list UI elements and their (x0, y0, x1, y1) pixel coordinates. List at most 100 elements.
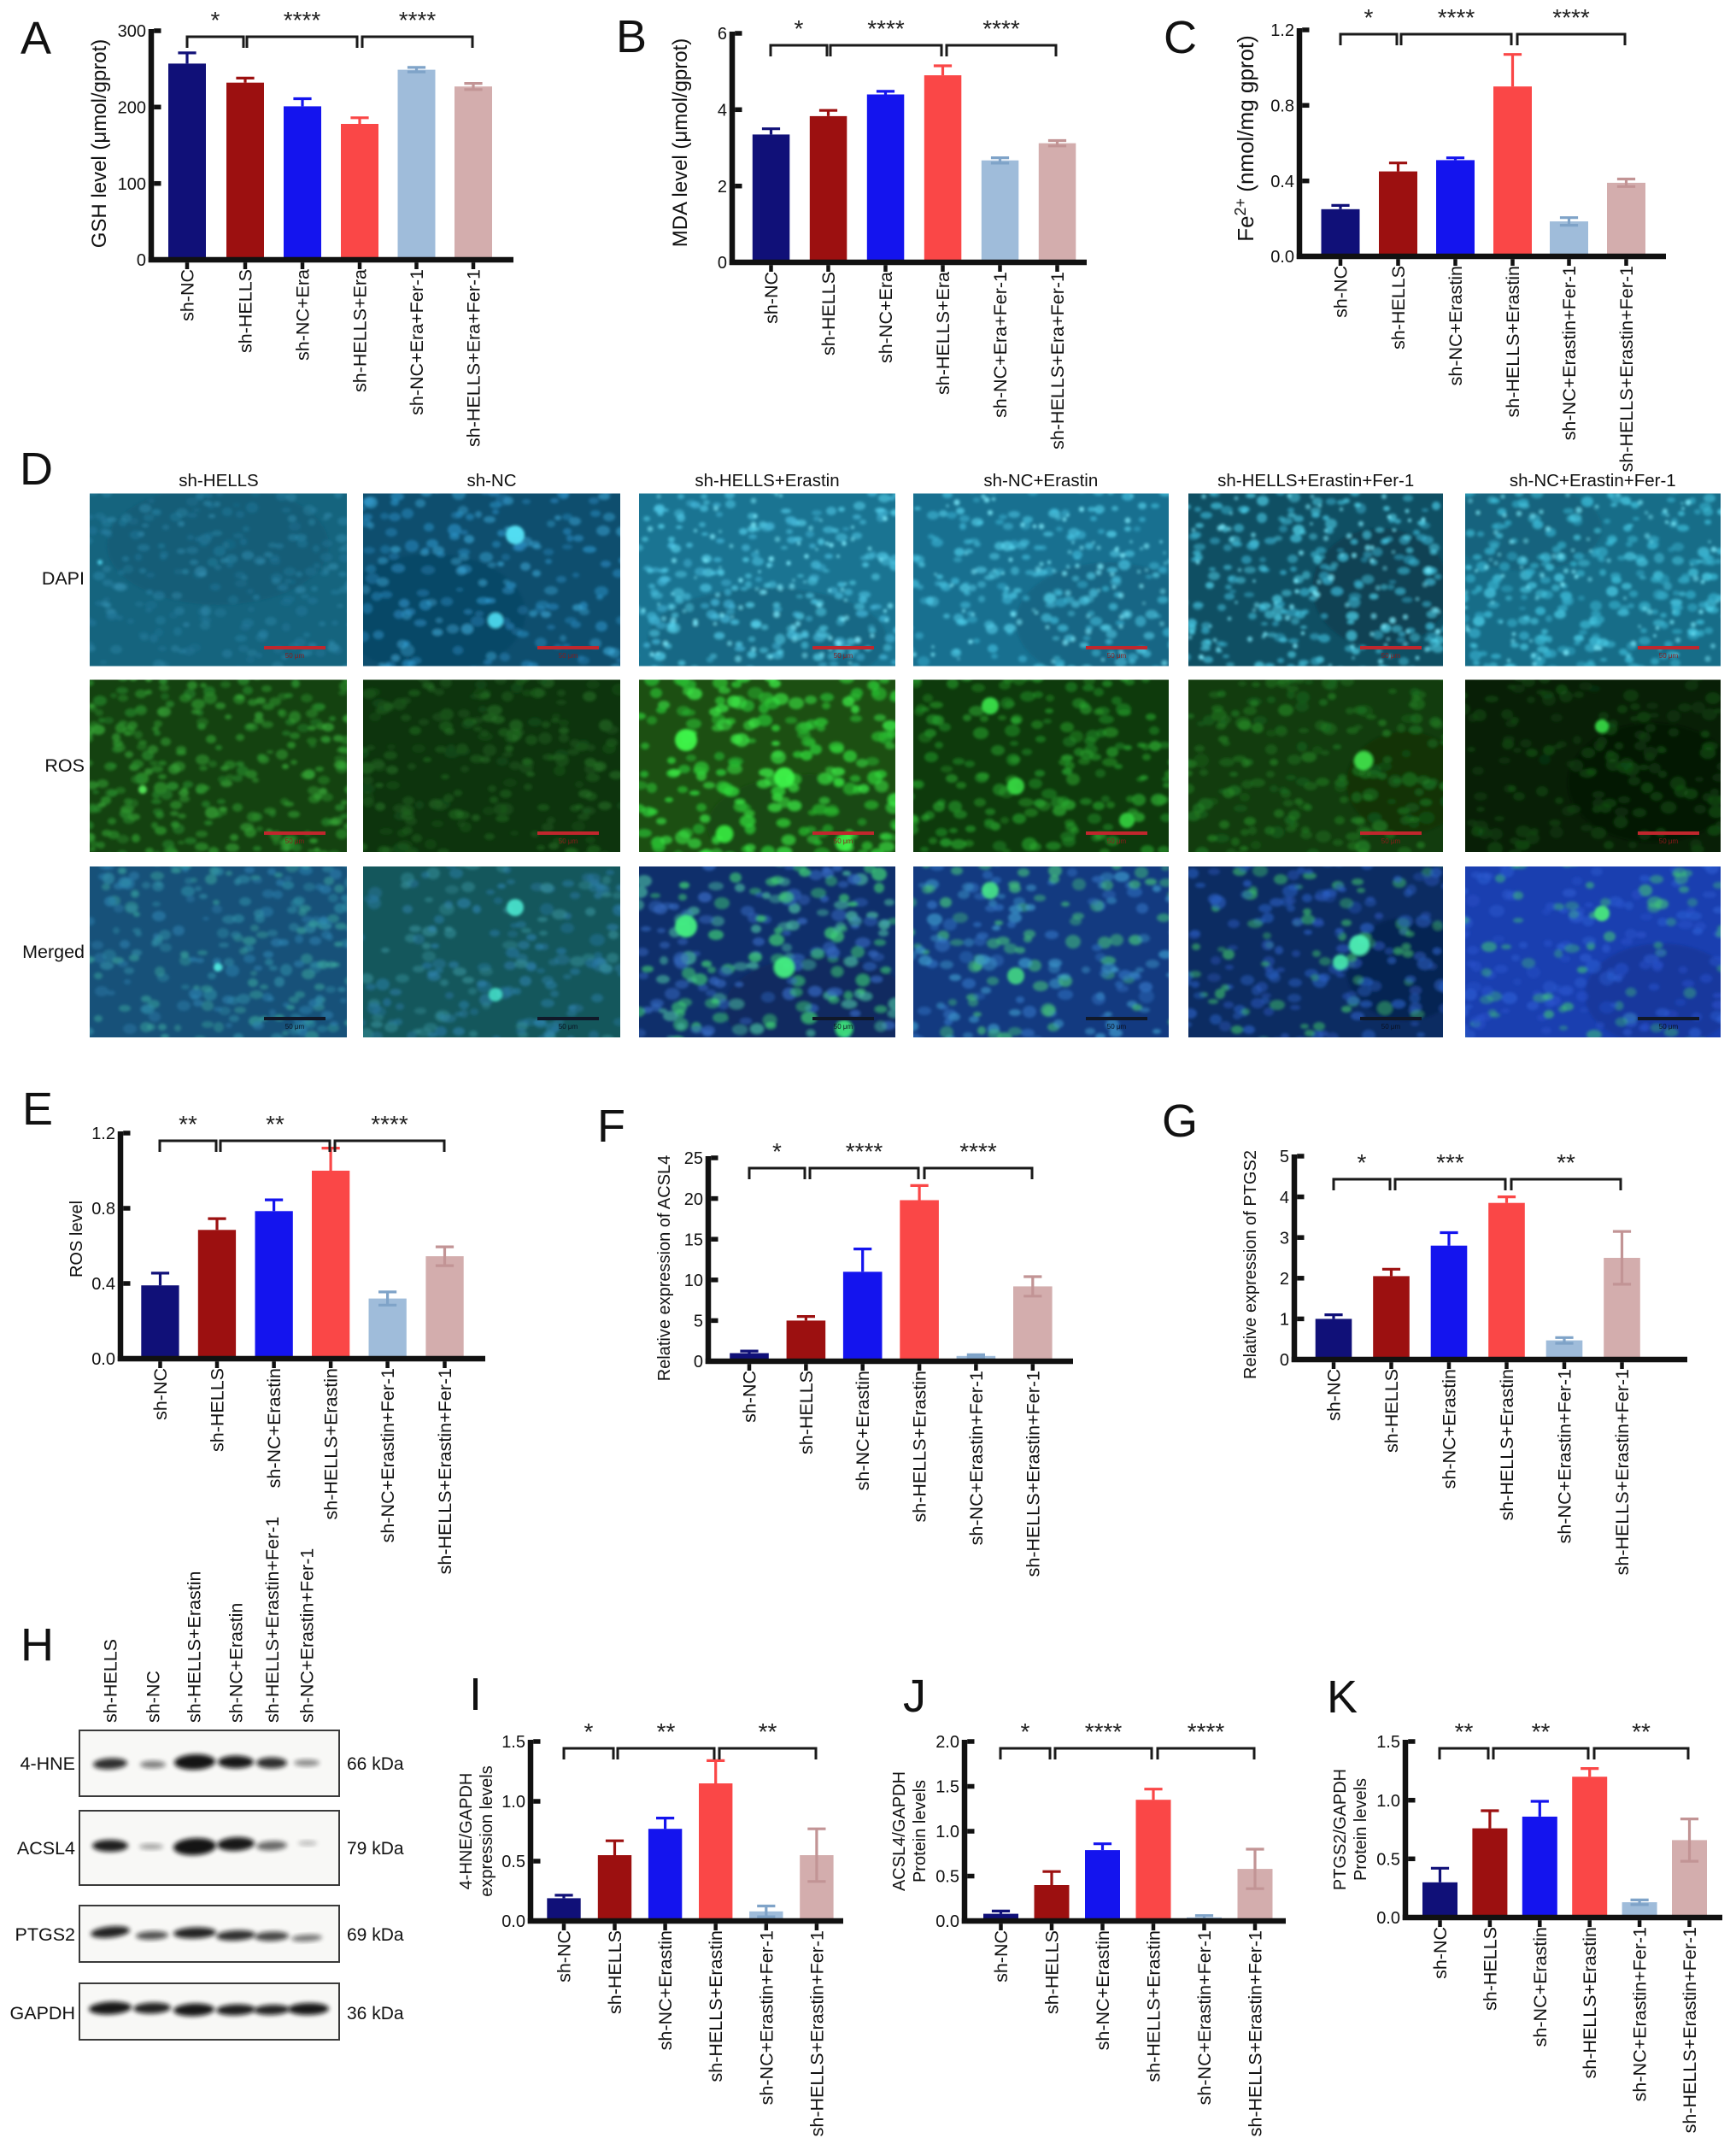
svg-text:sh-HELLS: sh-HELLS (1480, 1927, 1500, 2011)
svg-text:0.0: 0.0 (935, 1912, 959, 1931)
svg-text:sh-NC: sh-NC (1430, 1927, 1451, 1979)
svg-text:50 μm: 50 μm (1381, 652, 1401, 660)
svg-text:*: * (584, 1718, 594, 1745)
svg-text:*: * (772, 1138, 782, 1165)
svg-text:sh-NC+Erastin+Fer-1: sh-NC+Erastin+Fer-1 (966, 1371, 987, 1545)
svg-text:F: F (597, 1101, 625, 1152)
svg-text:ROS level: ROS level (67, 1201, 86, 1278)
svg-text:sh-HELLS: sh-HELLS (1042, 1930, 1063, 2014)
svg-text:**: ** (179, 1111, 197, 1137)
svg-text:200: 200 (118, 99, 146, 118)
svg-text:Merged: Merged (22, 942, 85, 962)
svg-text:sh-HELLS: sh-HELLS (236, 269, 256, 353)
svg-text:I: I (469, 1669, 482, 1720)
svg-text:4-HNE: 4-HNE (20, 1753, 75, 1774)
svg-text:****: **** (284, 7, 321, 33)
svg-text:sh-NC: sh-NC (991, 1930, 1012, 1982)
svg-text:sh-HELLS+Erastin: sh-HELLS+Erastin (1503, 266, 1523, 417)
svg-text:PTGS2: PTGS2 (15, 1924, 76, 1945)
svg-text:15: 15 (684, 1231, 703, 1249)
svg-text:1.2: 1.2 (1270, 21, 1294, 40)
svg-text:sh-HELLS: sh-HELLS (101, 1639, 121, 1723)
svg-text:2: 2 (1280, 1270, 1289, 1289)
svg-text:50 μm: 50 μm (1107, 652, 1127, 660)
svg-text:sh-NC+Era: sh-NC+Era (876, 272, 896, 363)
svg-text:0.0: 0.0 (1270, 248, 1294, 267)
svg-text:50 μm: 50 μm (559, 1023, 578, 1031)
svg-text:sh-NC+Erastin: sh-NC+Erastin (1446, 266, 1466, 385)
svg-text:sh-HELLS: sh-HELLS (796, 1371, 817, 1454)
svg-text:50 μm: 50 μm (285, 652, 305, 660)
svg-text:50 μm: 50 μm (834, 1023, 853, 1031)
svg-text:sh-HELLS+Erastin+Fer-1: sh-HELLS+Erastin+Fer-1 (262, 1517, 283, 1723)
svg-text:4-HNE/GAPDH: 4-HNE/GAPDH (457, 1773, 476, 1890)
svg-text:sh-HELLS+Era: sh-HELLS+Era (933, 272, 953, 395)
svg-text:*: * (1021, 1718, 1030, 1745)
svg-text:50 μm: 50 μm (285, 837, 305, 845)
svg-text:5: 5 (694, 1313, 703, 1331)
svg-text:***: *** (1436, 1149, 1464, 1176)
svg-text:G: G (1162, 1095, 1198, 1147)
svg-text:sh-NC: sh-NC (1324, 1369, 1345, 1421)
svg-text:Protein levels: Protein levels (1352, 1778, 1370, 1881)
svg-text:sh-NC+Era+Fer-1: sh-NC+Era+Fer-1 (407, 269, 427, 415)
svg-text:sh-HELLS+Erastin: sh-HELLS+Erastin (185, 1571, 205, 1723)
svg-text:sh-NC: sh-NC (740, 1371, 760, 1423)
svg-text:36 kDa: 36 kDa (347, 2004, 404, 2023)
svg-text:1: 1 (1280, 1311, 1289, 1330)
svg-text:sh-HELLS: sh-HELLS (208, 1368, 228, 1452)
svg-text:0: 0 (718, 254, 727, 273)
svg-text:sh-HELLS+Erastin+Fer-1: sh-HELLS+Erastin+Fer-1 (1217, 471, 1414, 490)
svg-text:sh-NC+Erastin: sh-NC+Erastin (264, 1368, 284, 1488)
svg-text:1.0: 1.0 (935, 1823, 959, 1841)
svg-text:sh-NC+Erastin: sh-NC+Erastin (853, 1371, 873, 1490)
svg-text:10: 10 (684, 1272, 703, 1290)
svg-text:50 μm: 50 μm (1659, 652, 1679, 660)
svg-text:sh-HELLS: sh-HELLS (1388, 266, 1409, 349)
svg-text:50 μm: 50 μm (1107, 837, 1127, 845)
svg-text:3: 3 (1280, 1229, 1289, 1248)
svg-text:K: K (1327, 1671, 1358, 1723)
svg-text:****: **** (1085, 1718, 1123, 1745)
svg-text:sh-HELLS+Erastin+Fer-1: sh-HELLS+Erastin+Fer-1 (1023, 1371, 1043, 1577)
svg-text:sh-HELLS+Erastin: sh-HELLS+Erastin (910, 1371, 930, 1522)
svg-text:0.0: 0.0 (91, 1350, 115, 1369)
svg-text:sh-NC+Erastin: sh-NC+Erastin (1093, 1930, 1113, 2050)
svg-text:B: B (616, 11, 647, 62)
svg-text:sh-NC+Erastin: sh-NC+Erastin (1530, 1927, 1551, 2047)
svg-text:sh-HELLS+Erastin: sh-HELLS+Erastin (695, 471, 839, 490)
svg-text:sh-NC+Era: sh-NC+Era (293, 269, 314, 361)
svg-text:20: 20 (684, 1190, 703, 1209)
svg-text:sh-HELLS+Erastin: sh-HELLS+Erastin (1144, 1930, 1164, 2082)
svg-text:300: 300 (118, 22, 146, 41)
svg-text:A: A (21, 13, 51, 64)
svg-text:50 μm: 50 μm (1659, 837, 1679, 845)
svg-text:DAPI: DAPI (42, 568, 85, 589)
svg-text:1.5: 1.5 (501, 1733, 525, 1752)
svg-text:0.5: 0.5 (501, 1853, 525, 1871)
svg-text:50 μm: 50 μm (559, 652, 578, 660)
svg-text:H: H (21, 1619, 54, 1671)
svg-text:E: E (22, 1084, 53, 1135)
svg-text:sh-HELLS+Era+Fer-1: sh-HELLS+Era+Fer-1 (1047, 272, 1068, 449)
svg-text:5: 5 (1280, 1148, 1289, 1166)
svg-text:C: C (1164, 12, 1197, 63)
svg-text:****: **** (1188, 1718, 1225, 1745)
svg-text:sh-NC: sh-NC (144, 1671, 164, 1723)
svg-text:sh-NC+Erastin: sh-NC+Erastin (655, 1930, 676, 2050)
svg-text:6: 6 (718, 25, 727, 44)
svg-text:ACSL4: ACSL4 (17, 1838, 75, 1859)
svg-text:D: D (20, 443, 53, 495)
svg-text:****: **** (1438, 4, 1475, 31)
svg-text:sh-NC+Erastin+Fer-1: sh-NC+Erastin+Fer-1 (1194, 1930, 1215, 2105)
svg-text:50 μm: 50 μm (834, 837, 853, 845)
svg-text:Protein levels: Protein levels (911, 1780, 930, 1882)
svg-text:ACSL4/GAPDH: ACSL4/GAPDH (890, 1771, 909, 1891)
svg-text:sh-HELLS+Erastin: sh-HELLS+Erastin (706, 1930, 726, 2082)
svg-text:50 μm: 50 μm (1659, 1023, 1679, 1031)
svg-text:0.4: 0.4 (1270, 173, 1294, 191)
svg-text:79 kDa: 79 kDa (347, 1839, 404, 1859)
svg-text:GAPDH: GAPDH (10, 2003, 75, 2023)
svg-text:ROS: ROS (44, 755, 85, 776)
svg-text:1.5: 1.5 (935, 1778, 959, 1797)
